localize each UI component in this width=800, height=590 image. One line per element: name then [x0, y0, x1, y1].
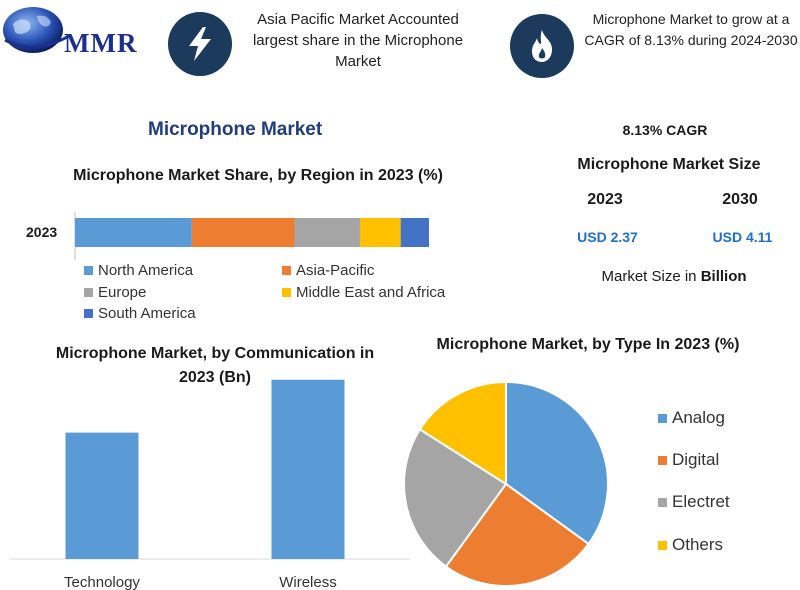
pie-legend-digital: Digital	[658, 450, 719, 470]
type-pie-chart	[403, 380, 609, 587]
legend-label: South America	[98, 305, 196, 322]
legend-item-asia-pacific: Asia-Pacific	[282, 262, 374, 279]
pie-slice-others	[418, 380, 507, 486]
region-stacked-bar-chart	[74, 212, 429, 260]
page-title: Microphone Market	[148, 119, 323, 140]
header-info-2: Microphone Market to grow at a CAGR of 8…	[584, 11, 798, 48]
pie-legend-others: Others	[658, 535, 723, 555]
legend-swatch	[84, 266, 93, 275]
legend-label: Asia-Pacific	[296, 262, 375, 279]
legend-swatch	[658, 497, 667, 507]
legend-item-south-america: South America	[84, 305, 196, 322]
region-bar-segment-asia-pacific	[191, 218, 295, 247]
legend-label: North America	[98, 262, 194, 279]
legend-item-north-america: North America	[84, 262, 193, 279]
pie-legend-analog: Analog	[658, 408, 725, 428]
legend-swatch	[658, 455, 667, 465]
communication-bar-chart: Technology Wireless	[10, 379, 410, 590]
legend-label: Europe	[98, 284, 147, 301]
pie-legend-electret: Electret	[658, 492, 730, 512]
header-info-1: Asia Pacific Market Accounted largest sh…	[252, 11, 464, 70]
logo-globe-icon	[3, 6, 71, 56]
communication-tick-label-wireless: Wireless	[279, 574, 337, 590]
lightning-icon	[168, 12, 232, 76]
legend-label: Others	[672, 535, 724, 554]
region-chart-title: Microphone Market Share, by Region in 20…	[73, 167, 443, 184]
logo-text: MMR	[64, 28, 138, 58]
region-bar-segment-south-america	[400, 218, 429, 247]
legend-swatch	[658, 413, 667, 423]
region-bar-segment-north-america	[75, 218, 192, 247]
unit-bold: Billion	[700, 268, 747, 285]
pie-slice-electret	[403, 427, 508, 568]
communication-bar-technology	[65, 432, 139, 559]
legend-item-middle-east-africa: Middle East and Africa	[282, 284, 445, 301]
type-chart-title: Microphone Market, by Type In 2023 (%)	[436, 336, 740, 353]
market-size-title: Microphone Market Size	[577, 156, 761, 173]
legend-label: Middle East and Africa	[296, 284, 446, 301]
market-size-unit: Market Size in Billion	[570, 268, 778, 285]
flame-icon	[510, 14, 574, 78]
legend-swatch	[282, 266, 291, 275]
market-size-2030-value: USD 4.11	[712, 229, 773, 245]
year-2030-label: 2030	[722, 191, 758, 208]
legend-swatch	[84, 309, 93, 318]
region-chart-category-label: 2023	[26, 224, 58, 240]
pie-slice-digital	[444, 482, 590, 587]
legend-swatch	[84, 288, 93, 297]
legend-label: Digital	[672, 450, 720, 469]
region-bar-segment-europe	[294, 218, 360, 247]
year-2023-label: 2023	[587, 191, 623, 208]
legend-label: Electret	[672, 492, 730, 511]
communication-chart-title: Microphone Market, by Communication in 2…	[55, 345, 375, 386]
legend-label: Analog	[672, 408, 725, 427]
legend-swatch	[282, 288, 291, 297]
cagr-text: 8.13% CAGR	[622, 122, 708, 138]
communication-bar-wireless	[271, 379, 345, 559]
pie-slice-analog	[505, 380, 609, 546]
communication-tick-label-technology: Technology	[64, 574, 140, 590]
market-size-2023-value: USD 2.37	[577, 229, 638, 245]
unit-prefix: Market Size in	[601, 268, 701, 285]
region-bar-segment-middle-east-and-africa	[359, 218, 401, 247]
legend-swatch	[658, 540, 667, 550]
legend-item-europe: Europe	[84, 284, 146, 301]
